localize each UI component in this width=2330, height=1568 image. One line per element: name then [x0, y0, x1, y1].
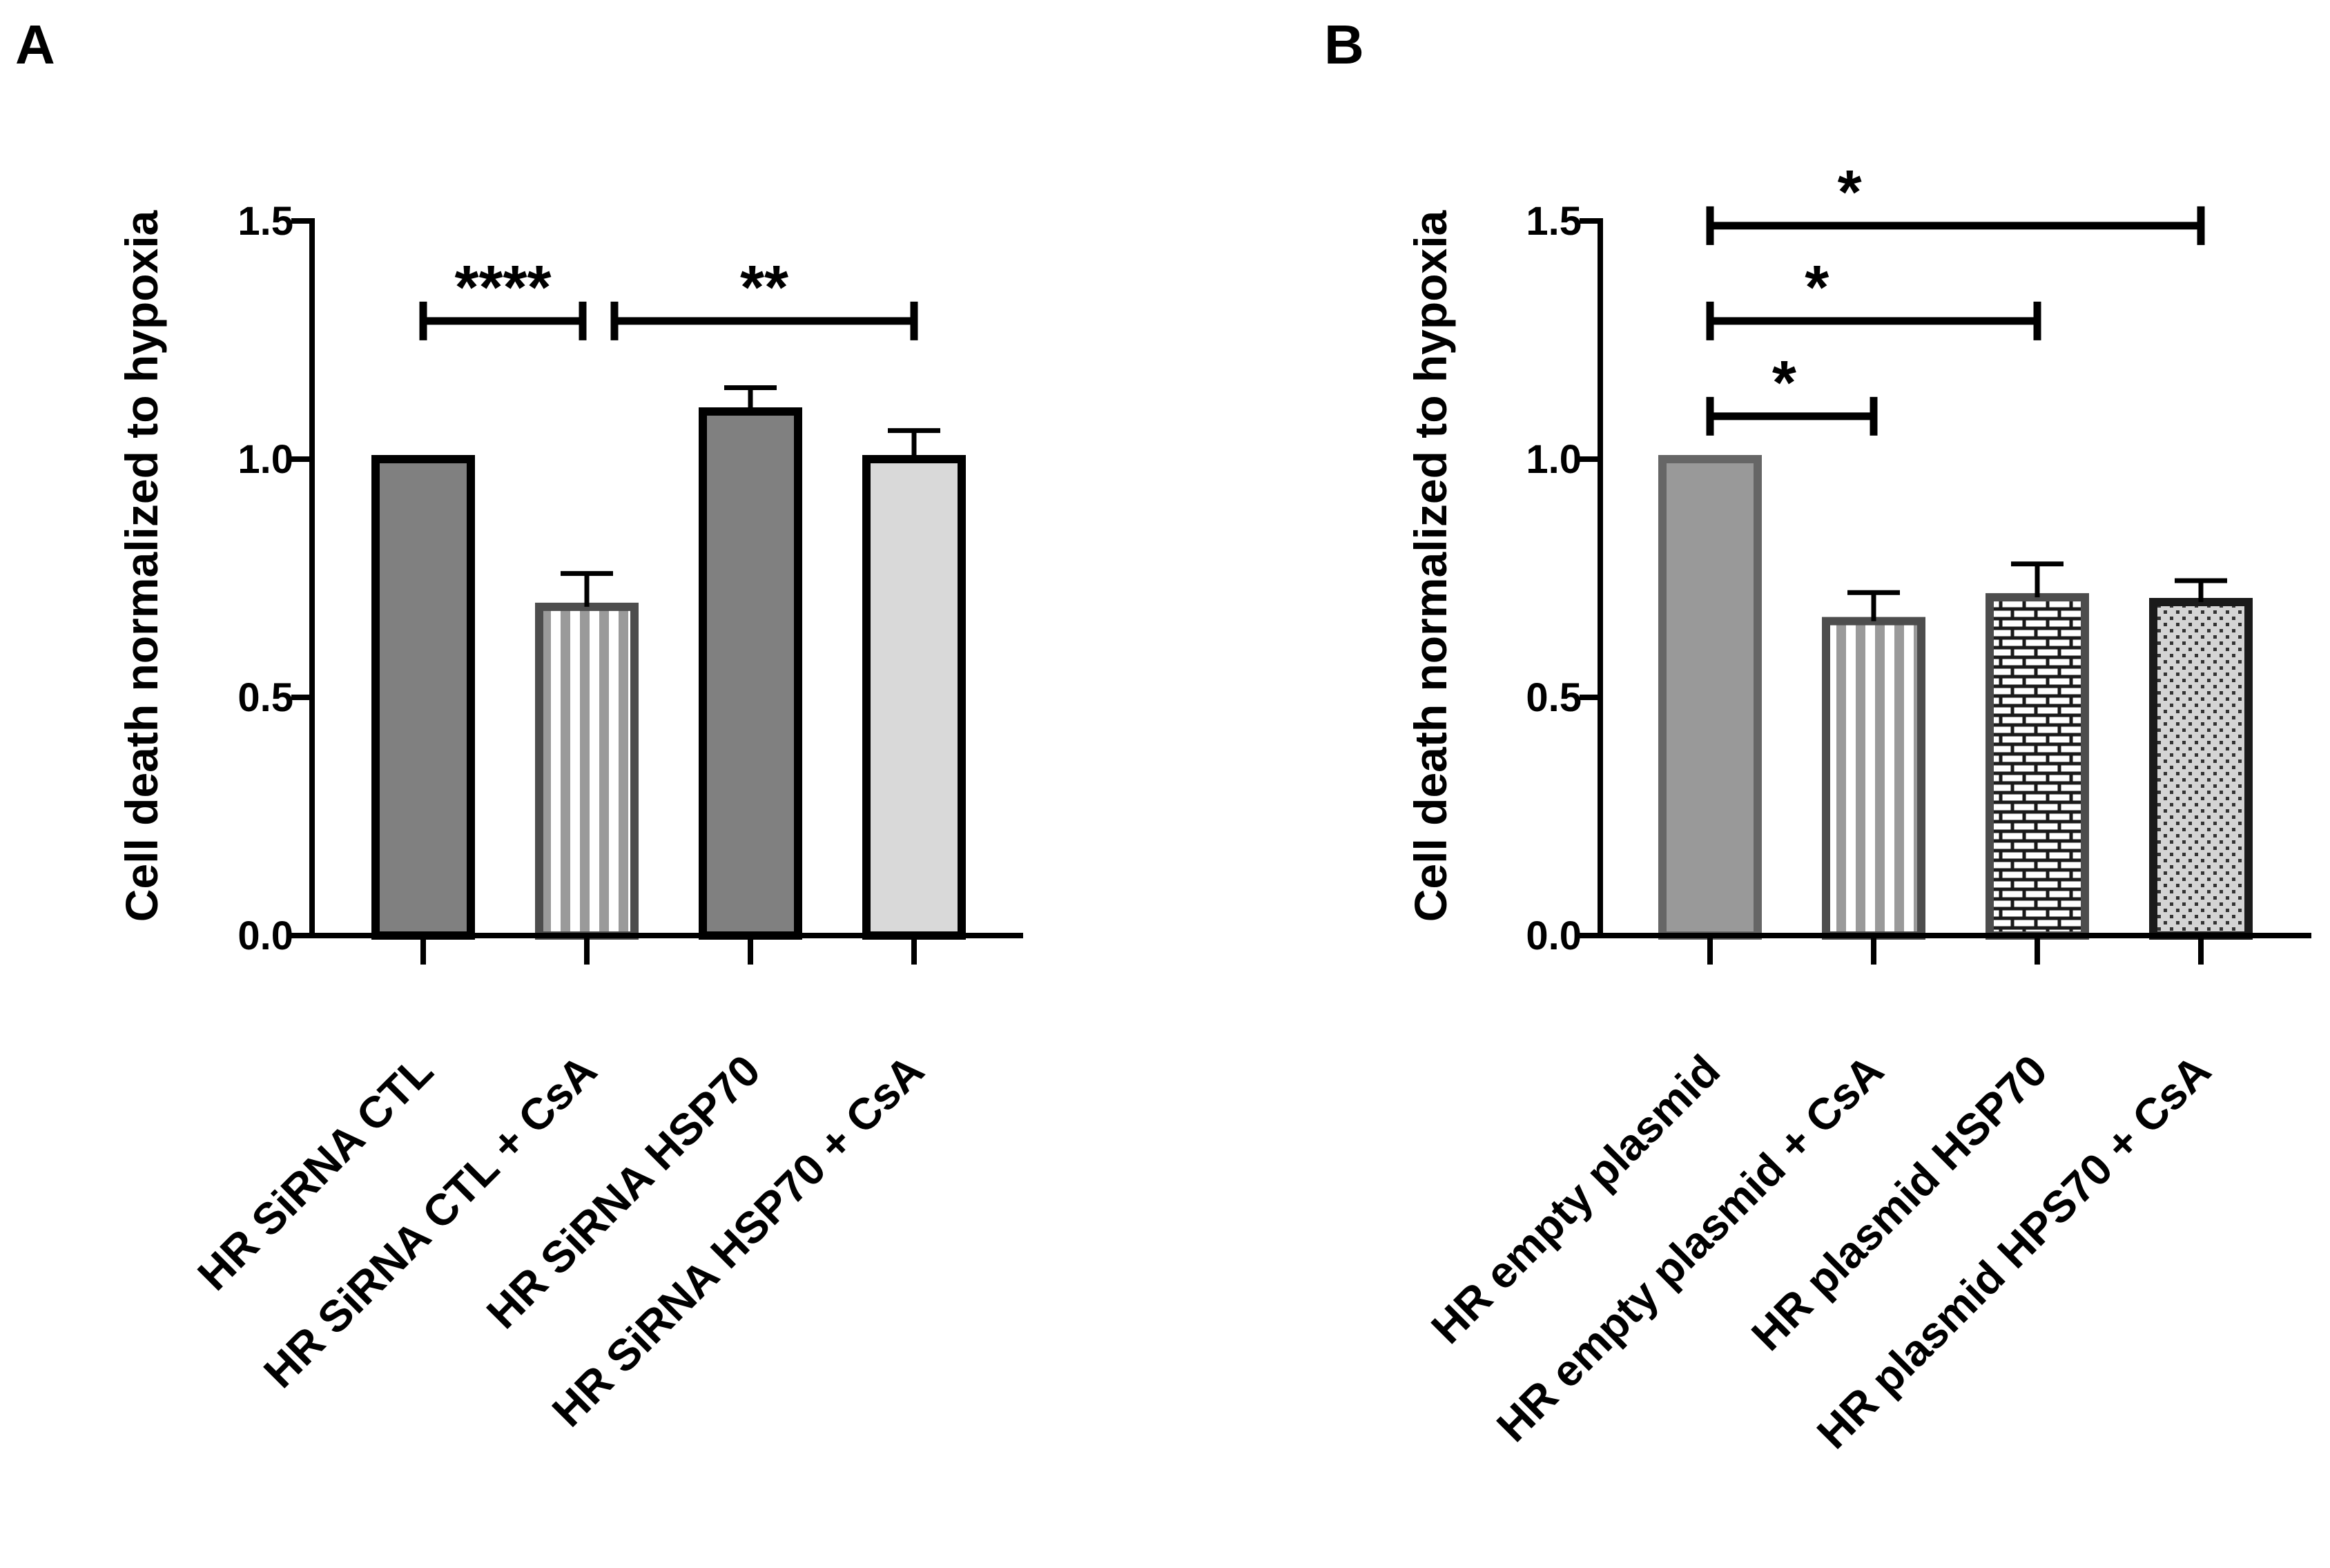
panel-b-bar	[2149, 598, 2253, 940]
panel-b-y-tick-label: 0.0	[1526, 913, 1582, 958]
panel-b-bar	[1822, 617, 1925, 940]
panel-b-y-axis-title: Cell death normalized to hypoxia	[1405, 209, 1456, 922]
panel-b-label: B	[1324, 14, 1364, 75]
panel-b-sig-label: *	[1805, 253, 1829, 322]
panel-a-bar	[535, 602, 639, 940]
panel-b-y-tick-label: 1.5	[1526, 199, 1582, 244]
panel-a-sig-label: ****	[454, 253, 551, 322]
panel-a: A Cell death normalized to hypoxia HR Si…	[15, 14, 1023, 1436]
panel-b: B Cell death normalized to hypoxia HR em…	[1324, 14, 2311, 1458]
panel-a-label: A	[15, 14, 55, 75]
panel-a-bar	[862, 455, 966, 940]
panel-b-sig-label: *	[1772, 349, 1796, 418]
panel-b-bar	[1658, 455, 1762, 940]
panel-a-y-tick-label: 1.0	[237, 437, 293, 482]
panel-a-y-tick-label: 1.5	[237, 199, 293, 244]
panel-b-x-tick-label: HR plasmid HSP70	[1742, 1045, 2057, 1360]
panel-b-x-tick-label: HR empty plasmid	[1421, 1045, 1729, 1353]
panel-b-bar	[1986, 593, 2089, 940]
panel-a-y-tick-label: 0.0	[237, 913, 293, 958]
panel-a-sig-label: **	[740, 253, 788, 322]
panel-a-x-tick-label: HR SiRNA CTL + CsA	[254, 1045, 606, 1397]
panel-b-sig-label: *	[1838, 158, 1862, 227]
panel-a-y-axis-title: Cell death normalized to hypoxia	[116, 209, 167, 922]
panel-a-x-tick-label: HR SiRNA HSP70	[477, 1045, 770, 1338]
panel-a-bar	[371, 455, 475, 940]
panel-a-bar	[699, 407, 802, 940]
panel-b-y-tick-label: 1.0	[1526, 437, 1582, 482]
panel-a-y-tick-label: 0.5	[237, 675, 293, 720]
panel-b-y-tick-label: 0.5	[1526, 675, 1582, 720]
